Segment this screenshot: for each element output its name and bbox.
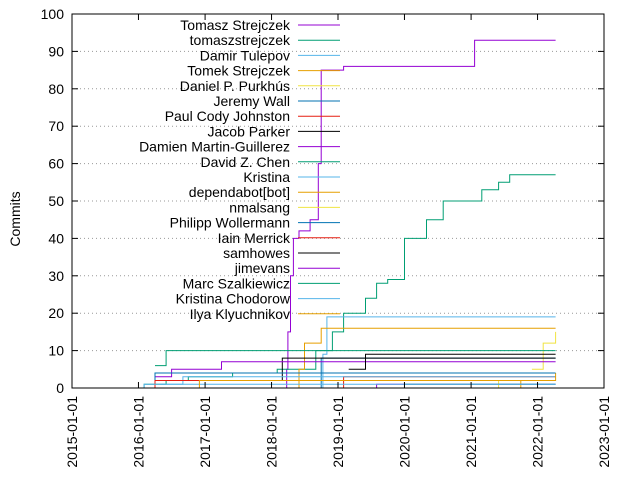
legend-label: samhowes [223,245,290,261]
y-tick-label: 80 [48,81,64,97]
series-line [293,327,556,389]
legend-label: Damien Martin-Guillerez [139,139,290,155]
x-tick-label: 2022-01-01 [530,396,546,468]
x-tick-label: 2020-01-01 [396,396,412,468]
y-tick-label: 40 [48,230,64,246]
y-axis-label: Commits [7,191,23,246]
y-tick-label: 50 [48,193,64,209]
legend-label: Ilya Klyuchnikov [190,306,290,322]
series-line [155,361,556,378]
legend-label: Jacob Parker [208,123,291,139]
y-tick-label: 90 [48,43,64,59]
y-tick-label: 70 [48,118,64,134]
y-tick-label: 60 [48,156,64,172]
legend-label: David Z. Chen [201,154,290,170]
series-line [387,383,556,389]
legend-label: Paul Cody Johnston [165,108,290,124]
y-tick-label: 100 [41,6,65,22]
legend-label: Kristina Chodorow [176,291,291,307]
legend-label: Tomek Strejczek [187,63,291,79]
x-tick-label: 2018-01-01 [264,396,280,468]
series-line [121,174,556,389]
series-line [348,353,556,370]
legend-label: Tomasz Strejczek [180,17,291,33]
legend-label: Kristina [243,169,290,185]
series-line [155,350,556,367]
legend-label: Marc Szalkiewicz [183,275,290,291]
y-tick-label: 10 [48,343,64,359]
x-ticks: 2015-01-01 2016-01-01 2017-01-01 2018-01-01… [64,14,612,468]
legend-label: Damir Tulepov [200,47,290,63]
legend-label: Daniel P. Purkhús [180,78,290,94]
x-tick-label: 2016-01-01 [130,396,146,468]
y-ticks: 0 10 20 30 40 50 60 70 80 90 100 [41,6,604,396]
x-tick-label: 2019-01-01 [330,396,346,468]
y-tick-label: 0 [56,380,64,396]
legend-label: dependabot[bot] [189,184,290,200]
y-tick-label: 20 [48,305,64,321]
legend-label: Iain Merrick [218,230,291,246]
y-tick-label: 30 [48,268,64,284]
series-line [531,331,557,370]
legend-label: Jeremy Wall [214,93,291,109]
legend-label: jimevans [234,260,290,276]
legend-label: Philipp Wollermann [170,215,290,231]
x-tick-label: 2017-01-01 [197,396,213,468]
series-line [285,39,556,389]
legend-label: tomaszstrejczek [190,32,291,48]
x-tick-label: 2015-01-01 [64,396,80,468]
series-line [293,376,556,389]
series-line [319,316,556,389]
series-line [365,383,556,389]
series-line [127,383,556,389]
grid-lines [72,50,604,352]
x-tick-label: 2021-01-01 [463,396,479,468]
x-tick-label: 2023-01-01 [596,396,612,468]
legend-label: nmalsang [229,199,290,215]
